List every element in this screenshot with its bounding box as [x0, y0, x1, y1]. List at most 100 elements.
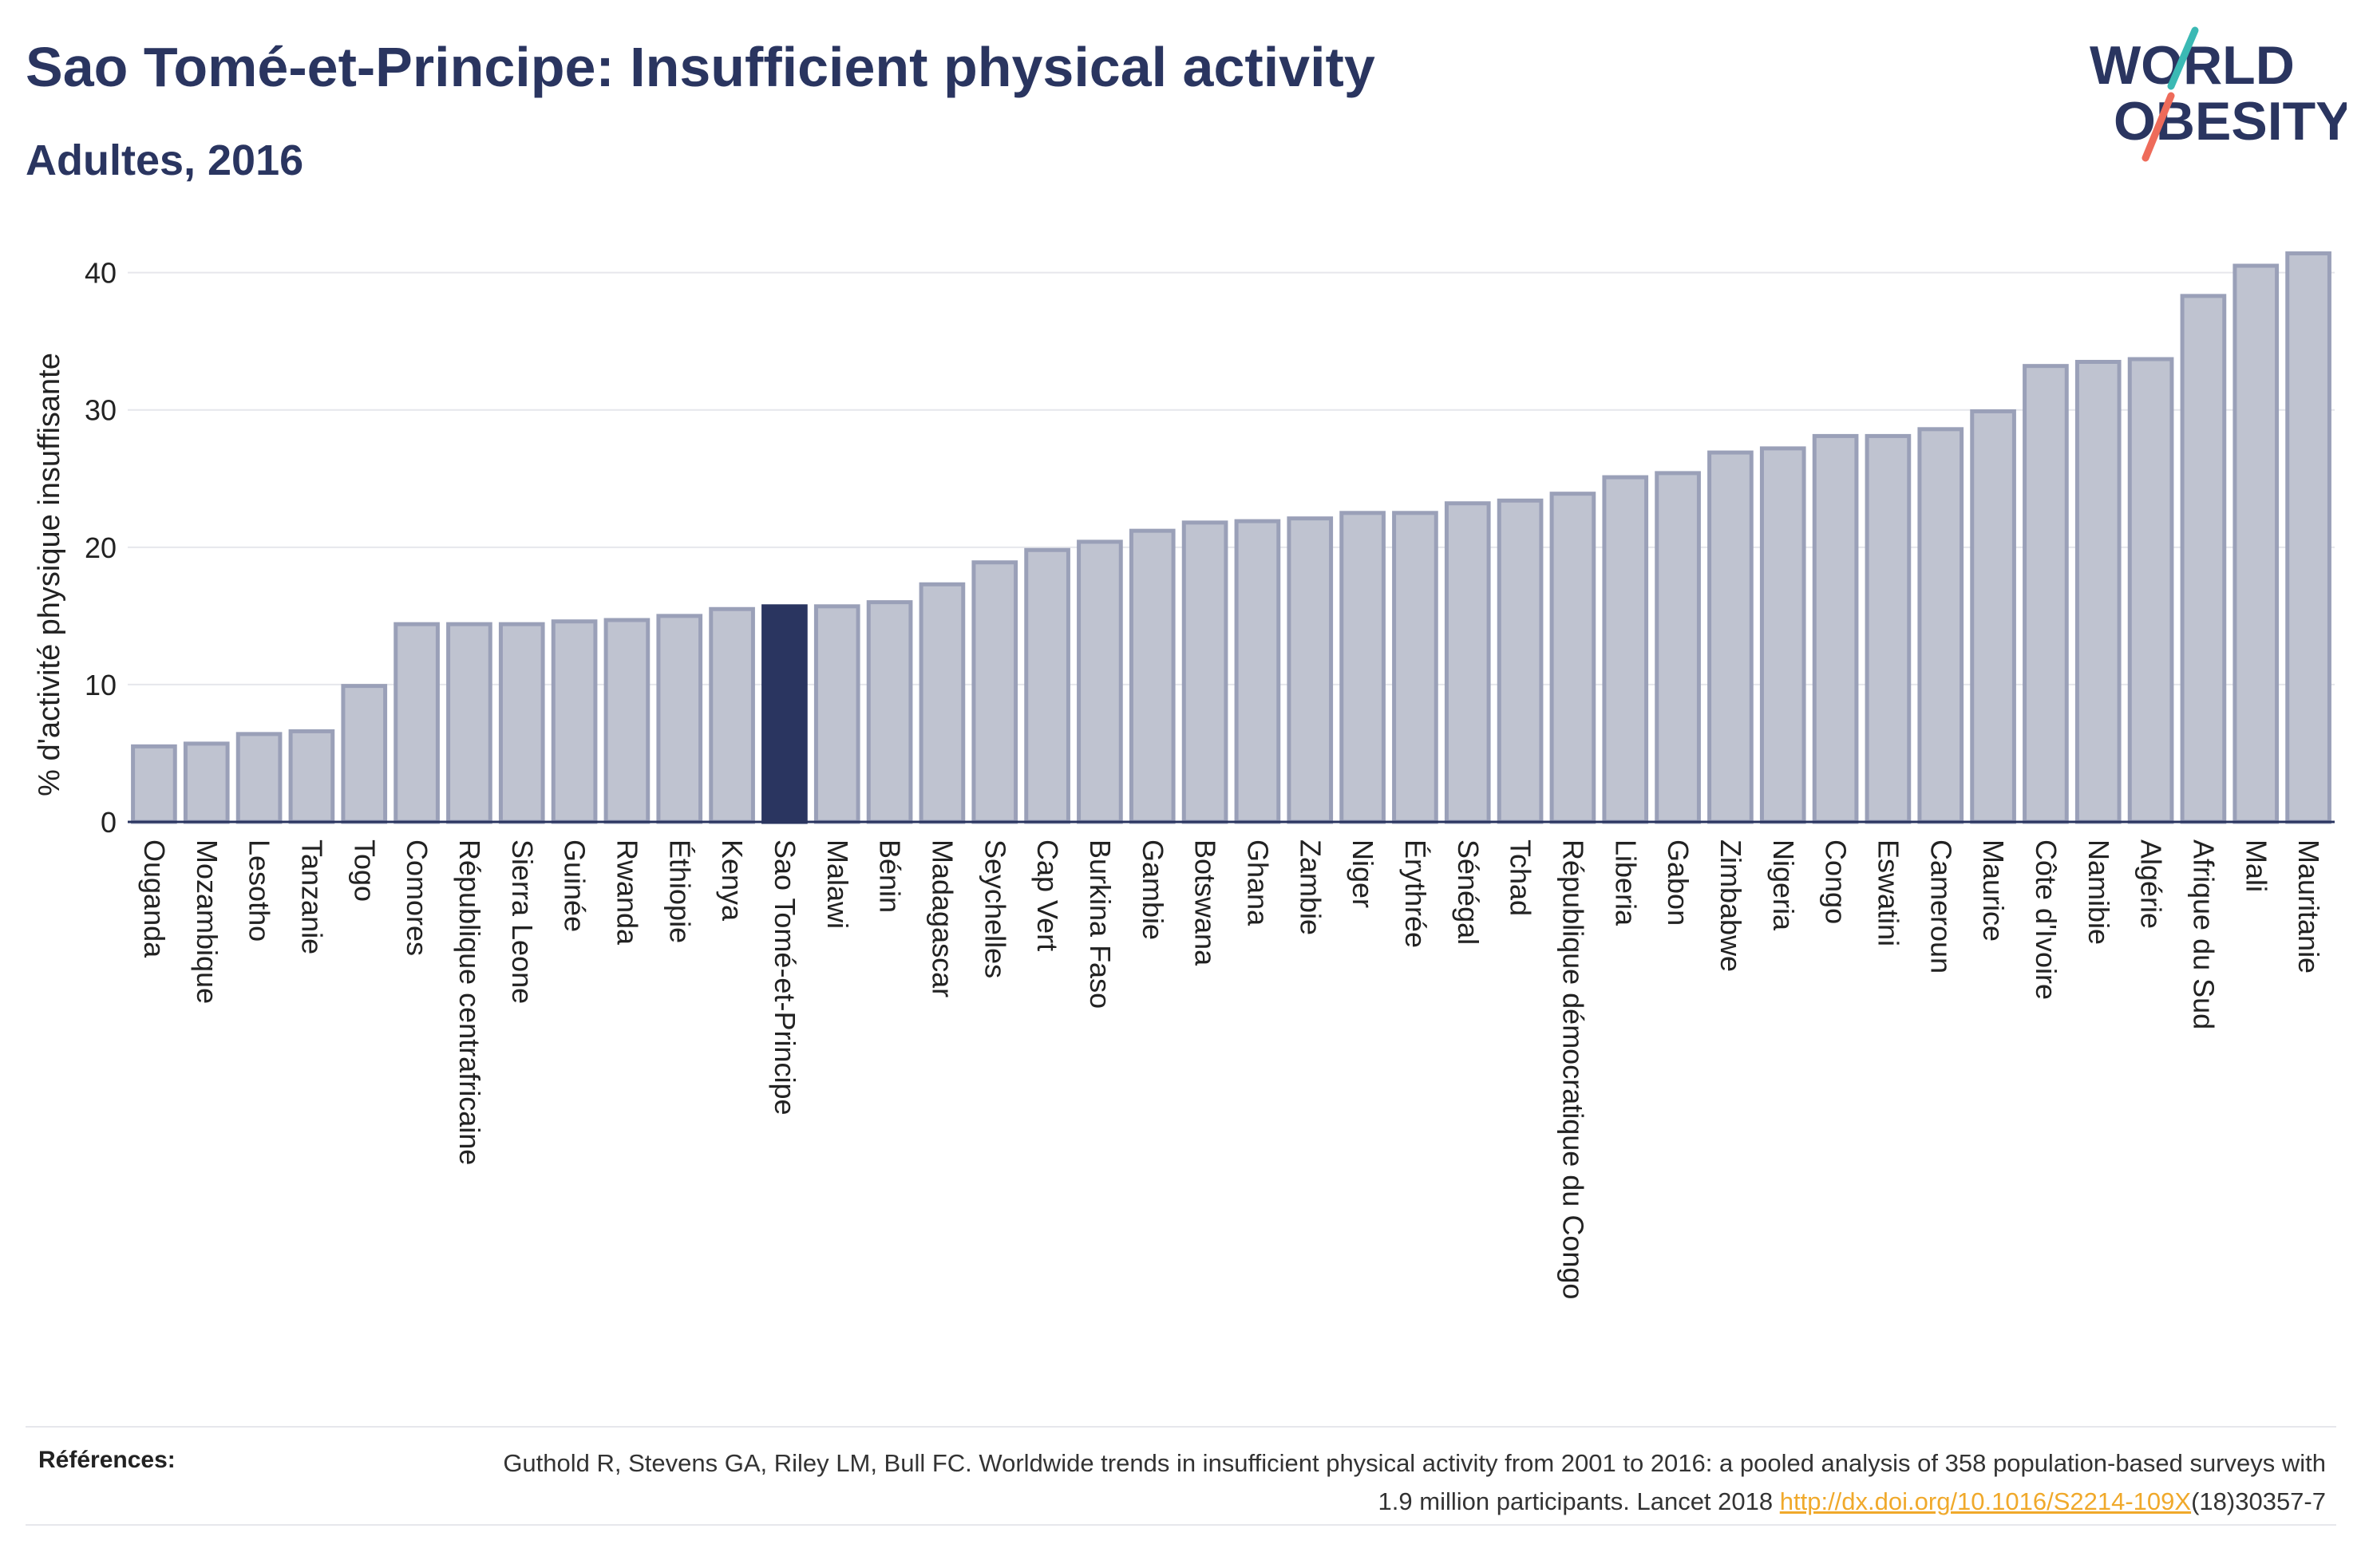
x-tick-label: Comores [401, 839, 433, 956]
x-tick-label: République centrafricaine [453, 839, 486, 1165]
bar [919, 582, 966, 824]
x-tick-label: Guinée [559, 839, 591, 932]
bar [394, 622, 440, 824]
grid-lines [128, 271, 2335, 685]
bar [1392, 511, 1438, 824]
x-tick-label: Cap Vert [1031, 839, 1064, 951]
bar [1865, 433, 1912, 824]
x-tick-label: Ghana [1241, 839, 1274, 926]
x-tick-label: Burkina Faso [1084, 839, 1117, 1009]
bar [2232, 263, 2280, 824]
x-tick-label: Nigeria [1767, 839, 1800, 931]
bar [709, 606, 755, 824]
x-tick-label: Côte d'Ivoire [2030, 839, 2062, 1000]
x-tick-label: Seychelles [979, 839, 1011, 978]
bar [183, 741, 230, 824]
x-tick-label: Érythrée [1399, 839, 1432, 948]
bar [1549, 492, 1596, 824]
bar [603, 618, 651, 824]
page-title: Sao Tomé-et-Principe: Insufficient physi… [26, 36, 1375, 98]
x-tick-label: Kenya [716, 839, 749, 922]
x-tick-label: Algérie [2135, 839, 2168, 929]
bar [1812, 433, 1859, 824]
y-tick-label: 0 [101, 806, 117, 839]
bar [971, 560, 1018, 824]
x-tick-label: Togo [348, 839, 381, 902]
bars [131, 251, 2331, 824]
logo-slash-bottom [2142, 92, 2175, 162]
bar [288, 729, 335, 824]
references-text: Guthold R, Stevens GA, Riley LM, Bull FC… [490, 1444, 2326, 1521]
bar [1444, 501, 1491, 824]
x-tick-label: Niger [1347, 839, 1379, 908]
bar [1759, 446, 1806, 824]
bar [1970, 409, 2016, 824]
x-tick-label: Bénin [874, 839, 907, 913]
x-tick-label: République démocratique du Congo [1556, 839, 1589, 1299]
bar [813, 604, 860, 824]
bar [1077, 539, 1123, 824]
x-tick-label: Mauritanie [2292, 839, 2325, 974]
world-obesity-logo: WORLD OBESITY [2090, 26, 2347, 162]
bar-highlighted [761, 604, 808, 824]
bar [131, 744, 177, 824]
x-tick-label: Tchad [1505, 839, 1537, 916]
bar [1181, 520, 1228, 824]
x-tick-label: Maurice [1977, 839, 2010, 942]
bar [1287, 516, 1334, 824]
bar [1655, 471, 1701, 824]
x-tick-label: Zimbabwe [1714, 839, 1747, 972]
x-tick-label: Cameroun [1924, 839, 1957, 974]
references-label: Références: [38, 1447, 176, 1473]
bar [1339, 511, 1386, 824]
x-tick-label: Liberia [1609, 839, 1642, 926]
y-axis-label: % d'activité physique insuffisante [33, 353, 66, 796]
bar [1917, 427, 1964, 824]
x-tick-label: Namibie [2082, 839, 2115, 945]
bar [446, 622, 492, 824]
bar [1707, 450, 1754, 824]
references-citation-end: (18)30357-7 [2191, 1487, 2326, 1515]
y-tick-label: 40 [85, 257, 117, 290]
y-tick-labels: 0 10 20 30 40 [85, 257, 117, 839]
bar [1497, 498, 1544, 824]
references-doi-link[interactable]: http://dx.doi.org/10.1016/S2214-109X [1779, 1487, 2192, 1515]
x-tick-label: Gabon [1662, 839, 1695, 926]
x-tick-labels: Ouganda Mozambique Lesotho Tanzanie Togo Como… [138, 839, 2325, 1299]
bar [1602, 475, 1649, 824]
references-top-rule [26, 1426, 2336, 1428]
x-tick-label: Eswatini [1872, 839, 1904, 946]
logo-slash-top [2167, 26, 2199, 90]
x-tick-label: Rwanda [611, 839, 643, 946]
x-tick-label: Sénégal [1452, 839, 1485, 945]
bar [1129, 528, 1176, 824]
x-tick-label: Sierra Leone [506, 839, 539, 1004]
page-subtitle: Adultes, 2016 [26, 136, 304, 184]
x-tick-label: Afrique du Sud [2187, 839, 2220, 1029]
bar [2074, 359, 2122, 824]
bar [341, 684, 388, 824]
y-tick-label: 10 [85, 669, 117, 701]
x-tick-label: Gambie [1137, 839, 1169, 940]
bar [1234, 519, 1281, 824]
x-tick-label: Madagascar [926, 839, 959, 997]
bar [866, 600, 913, 824]
references-citation: Guthold R, Stevens GA, Riley LM, Bull FC… [503, 1449, 2326, 1515]
bar [498, 622, 545, 824]
x-tick-label: Mozambique [191, 839, 223, 1004]
bar [235, 732, 283, 824]
x-tick-label: Tanzanie [295, 839, 328, 954]
bar-chart: Ouganda Mozambique Lesotho Tanzanie Togo Como… [33, 251, 2335, 1299]
x-tick-label: Lesotho [243, 839, 276, 942]
x-tick-label: Ouganda [138, 839, 171, 958]
x-tick-label: Botswana [1189, 839, 1222, 966]
bar [1024, 547, 1070, 824]
x-tick-label: Mali [2240, 839, 2272, 892]
x-tick-label: Sao Tomé-et-Principe [769, 839, 801, 1116]
x-tick-label: Malawi [821, 839, 854, 929]
bar [2180, 294, 2227, 824]
bar [2127, 357, 2174, 824]
x-tick-label: Zambie [1294, 839, 1327, 935]
bar [2023, 364, 2069, 824]
bar [656, 614, 703, 824]
